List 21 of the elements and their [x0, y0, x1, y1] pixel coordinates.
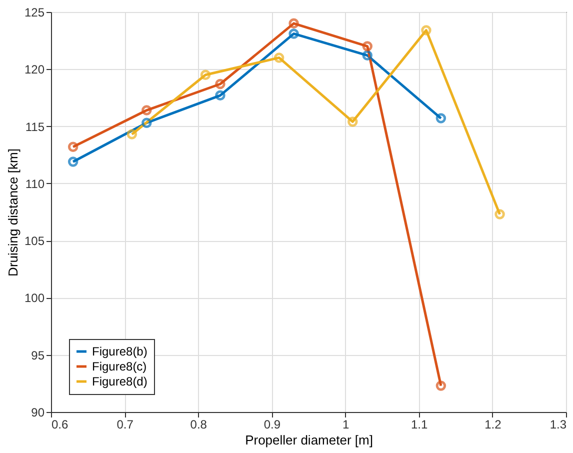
y-tick-label: 110 [25, 176, 45, 191]
y-tick-label: 90 [31, 406, 45, 420]
y-tick-label: 105 [24, 234, 45, 248]
x-tick-label: 0.8 [190, 418, 208, 432]
x-tick-label: 1.3 [550, 418, 567, 432]
y-tick-label: 120 [24, 62, 45, 77]
y-tick-label: 95 [31, 348, 45, 362]
legend-label: Figure8(b) [92, 344, 148, 358]
x-tick-label: 0.6 [52, 418, 69, 432]
y-tick-label: 100 [24, 291, 45, 306]
x-axis-title: Propeller diameter [m] [245, 432, 373, 448]
y-axis-title: Druising distance [km] [5, 148, 20, 276]
x-tick-label: 1.1 [411, 418, 428, 432]
x-tick-label: 1 [342, 418, 350, 432]
y-tick-label: 115 [25, 120, 45, 134]
y-tick-label: 125 [24, 6, 45, 20]
x-tick-label: 0.7 [116, 418, 134, 432]
legend-label: Figure8(d) [92, 374, 148, 388]
legend-label: Figure8(c) [92, 360, 147, 374]
x-tick-label: 1.2 [484, 418, 502, 432]
x-tick-label: 0.9 [264, 418, 281, 432]
